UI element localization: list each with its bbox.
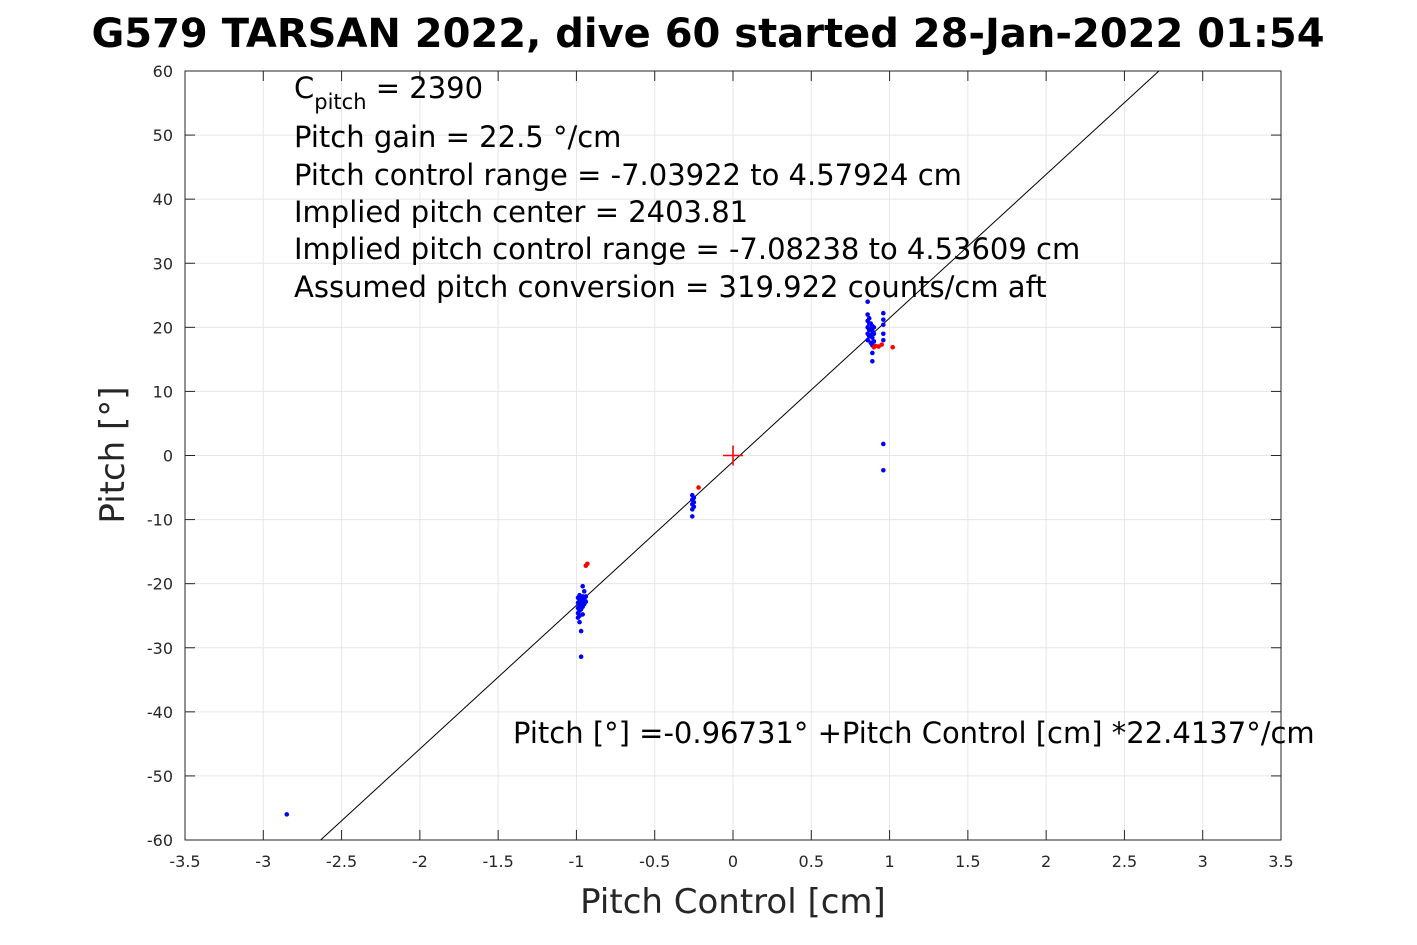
data-point xyxy=(691,504,697,510)
y-tick-label: 10 xyxy=(153,382,173,401)
data-point xyxy=(879,342,885,347)
center-marker-group xyxy=(723,445,743,466)
x-tick-label: 1.5 xyxy=(955,852,980,871)
annotations: Cpitch = 2390 Pitch gain = 22.5 °/cm Pit… xyxy=(294,71,1315,750)
y-axis-title: Pitch [°] xyxy=(93,386,133,523)
cpitch-subscript: pitch xyxy=(314,90,366,114)
chart-title: G579 TARSAN 2022, dive 60 started 28-Jan… xyxy=(91,11,1324,57)
data-point xyxy=(580,612,585,617)
x-tick-label: -1.5 xyxy=(483,852,514,871)
data-point xyxy=(583,599,589,604)
data-point xyxy=(890,344,896,350)
x-tick-label: -1 xyxy=(568,852,584,871)
y-tick-label: -50 xyxy=(147,767,173,786)
data-point xyxy=(870,358,875,364)
data-point xyxy=(881,310,886,316)
data-point xyxy=(871,339,877,344)
y-tick-label: -20 xyxy=(147,575,173,594)
y-tick-label: -60 xyxy=(147,831,173,850)
data-points xyxy=(284,299,896,817)
data-point xyxy=(865,337,870,343)
data-point xyxy=(871,331,877,337)
data-point xyxy=(881,322,886,328)
x-tick-label: 2 xyxy=(1041,852,1051,871)
y-tick-label: -30 xyxy=(147,639,173,658)
data-point xyxy=(881,317,886,322)
x-tick-label: 2.5 xyxy=(1112,852,1137,871)
x-tick-label: 0 xyxy=(728,852,738,871)
data-point xyxy=(581,589,587,594)
data-point xyxy=(580,583,585,589)
axis-ticks: -3.5 -3 -2.5 -2 -1.5 -1 -0.5 0 0.5 1 1.5 2 2.5 3 3.5 60… xyxy=(147,62,1294,871)
fit-equation-annotation: Pitch [°] =-0.96731° +Pitch Control [cm]… xyxy=(513,716,1315,750)
data-point xyxy=(284,812,290,817)
data-point xyxy=(881,467,886,473)
x-tick-label: 1 xyxy=(884,852,894,871)
implied-center-annotation: Implied pitch center = 2403.81 xyxy=(294,195,748,229)
data-point xyxy=(865,312,870,317)
data-point xyxy=(577,619,582,625)
data-point xyxy=(866,316,872,321)
y-tick-label: 20 xyxy=(153,318,173,337)
x-tick-label: -2 xyxy=(412,852,428,871)
y-tick-label: 60 xyxy=(153,62,173,81)
data-point xyxy=(578,654,584,660)
data-point xyxy=(870,350,875,356)
control-range-annotation: Pitch control range = -7.03922 to 4.5792… xyxy=(294,158,962,192)
cpitch-symbol: C xyxy=(294,71,314,105)
x-tick-label: 3.5 xyxy=(1268,852,1293,871)
x-tick-label: -2.5 xyxy=(326,852,357,871)
y-tick-label: 30 xyxy=(153,254,173,273)
x-axis-title: Pitch Control [cm] xyxy=(580,882,886,922)
y-tick-label: -10 xyxy=(147,511,173,530)
plot-frame xyxy=(184,70,1282,841)
data-point xyxy=(865,299,870,305)
data-point xyxy=(871,325,877,330)
cpitch-annotation: Cpitch = 2390 xyxy=(294,71,483,114)
cpitch-value: = 2390 xyxy=(367,71,484,105)
data-point xyxy=(696,485,701,490)
data-point xyxy=(870,335,875,340)
x-tick-label: -3.5 xyxy=(169,852,200,871)
y-tick-label: -40 xyxy=(147,703,173,722)
gain-annotation: Pitch gain = 22.5 °/cm xyxy=(294,120,621,154)
data-point xyxy=(578,628,584,634)
data-point xyxy=(691,495,697,501)
data-point xyxy=(881,441,886,447)
implied-range-annotation: Implied pitch control range = -7.08238 t… xyxy=(294,232,1080,266)
data-point xyxy=(881,337,886,343)
y-tick-label: 50 xyxy=(153,126,173,145)
x-tick-label: -3 xyxy=(255,852,271,871)
x-tick-label: 0.5 xyxy=(799,852,824,871)
data-point xyxy=(689,514,695,519)
x-tick-label: 3 xyxy=(1198,852,1208,871)
x-tick-label: -0.5 xyxy=(639,852,670,871)
data-point xyxy=(583,594,589,599)
data-point xyxy=(881,331,886,337)
data-point xyxy=(691,499,697,505)
y-tick-label: 0 xyxy=(163,447,173,466)
y-tick-label: 40 xyxy=(153,190,173,209)
conversion-annotation: Assumed pitch conversion = 319.922 count… xyxy=(294,270,1047,304)
data-point xyxy=(583,563,589,569)
